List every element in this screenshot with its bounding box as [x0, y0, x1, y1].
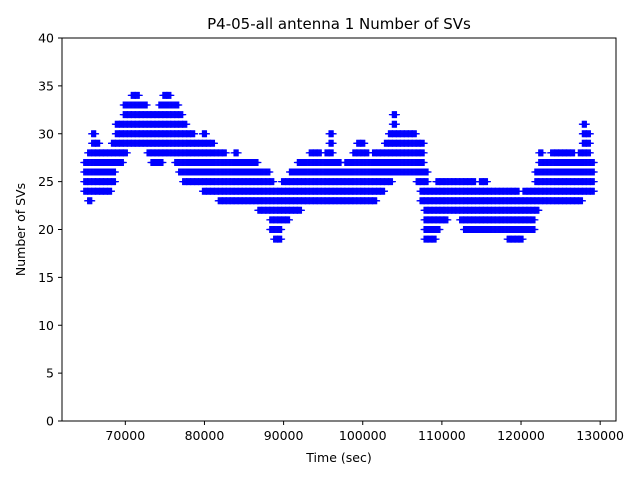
y-tick-label: 5	[46, 366, 54, 381]
data-point	[424, 178, 432, 186]
data-point	[392, 111, 400, 119]
data-point	[432, 235, 440, 243]
data-points	[80, 91, 598, 243]
data-point	[111, 168, 119, 176]
data-point	[392, 120, 400, 128]
data-point	[420, 139, 428, 147]
data-point	[119, 159, 127, 166]
data-point	[159, 159, 167, 166]
data-point	[297, 206, 305, 214]
x-axis-label: Time (sec)	[305, 450, 371, 465]
data-point	[424, 168, 432, 176]
data-point	[373, 197, 381, 205]
x-tick-label: 110000	[418, 428, 466, 443]
data-point	[381, 187, 388, 195]
data-point	[234, 149, 242, 157]
data-point	[590, 168, 598, 176]
data-point	[531, 226, 539, 233]
data-point	[582, 120, 590, 128]
data-point	[329, 130, 337, 138]
data-point	[278, 235, 286, 243]
data-point	[412, 130, 420, 138]
x-tick-label: 90000	[264, 428, 304, 443]
data-point	[254, 159, 262, 166]
data-point	[535, 206, 543, 214]
data-point	[222, 149, 230, 157]
data-point	[483, 178, 491, 186]
y-tick-label: 10	[38, 318, 54, 333]
data-point	[278, 226, 286, 233]
data-point	[590, 178, 598, 186]
data-point	[123, 149, 131, 157]
data-point	[531, 216, 539, 224]
data-point	[88, 197, 96, 205]
x-tick-label: 80000	[185, 428, 225, 443]
data-point	[183, 120, 191, 128]
data-point	[202, 130, 210, 138]
data-point	[135, 91, 143, 99]
y-tick-label: 40	[38, 31, 54, 46]
data-point	[444, 216, 452, 224]
data-point	[179, 111, 187, 119]
series-0	[80, 91, 598, 243]
data-point	[586, 130, 594, 138]
data-point	[286, 216, 293, 224]
data-point	[191, 130, 199, 138]
y-tick-label: 0	[46, 414, 54, 429]
data-point	[96, 139, 104, 147]
data-point	[167, 91, 175, 99]
data-point	[590, 159, 598, 166]
data-point	[590, 187, 598, 195]
data-point	[388, 178, 396, 186]
y-tick-label: 15	[38, 270, 54, 285]
chart-title: P4-05-all antenna 1 Number of SVs	[207, 15, 471, 33]
y-axis-label: Number of SVs	[13, 183, 28, 276]
data-point	[111, 178, 119, 186]
y-tick-label: 25	[38, 174, 54, 189]
data-point	[175, 101, 183, 109]
y-tick-label: 30	[38, 126, 54, 141]
data-point	[329, 139, 337, 147]
data-point	[539, 149, 547, 157]
data-point	[578, 197, 586, 205]
data-point	[92, 130, 100, 138]
x-tick-label: 120000	[497, 428, 545, 443]
y-tick-label: 35	[38, 78, 54, 93]
data-point	[143, 101, 151, 109]
data-point	[108, 187, 115, 195]
data-point	[436, 226, 444, 233]
axes: 70000 80000 90000 100000 110000 120000 130000 0…	[38, 31, 624, 444]
data-point	[361, 139, 369, 147]
data-point	[329, 149, 337, 157]
data-point	[266, 168, 274, 176]
data-point	[270, 178, 278, 186]
data-point	[420, 149, 428, 157]
data-point	[519, 235, 527, 243]
data-point	[586, 149, 594, 157]
x-tick-label: 100000	[339, 428, 387, 443]
x-tick-label: 70000	[105, 428, 145, 443]
data-point	[586, 139, 594, 147]
data-point	[210, 139, 218, 147]
y-tick-label: 20	[38, 222, 54, 237]
x-tick-label: 130000	[576, 428, 624, 443]
data-point	[420, 159, 428, 166]
